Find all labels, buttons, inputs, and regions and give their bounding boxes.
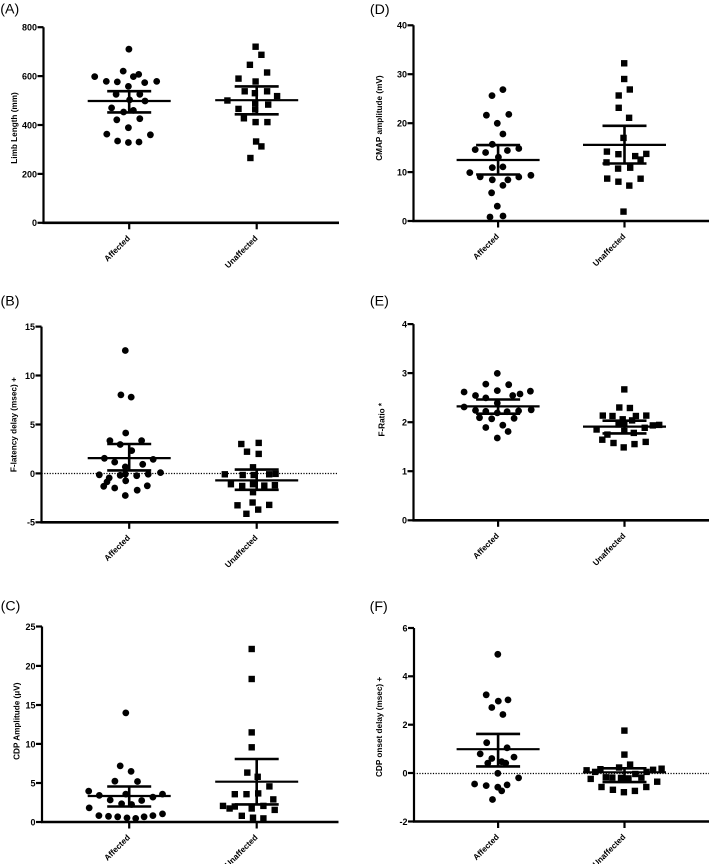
svg-text:(E): (E): [370, 294, 389, 310]
svg-text:(B): (B): [1, 294, 20, 310]
svg-text:15: 15: [25, 700, 35, 710]
svg-text:F-Ratio *: F-Ratio *: [378, 402, 387, 436]
svg-text:200: 200: [22, 169, 37, 179]
svg-text:5: 5: [30, 420, 35, 430]
svg-text:600: 600: [22, 72, 37, 82]
svg-text:30: 30: [397, 70, 407, 80]
svg-text:0: 0: [30, 469, 35, 479]
svg-text:CDP onset delay (msec) +: CDP onset delay (msec) +: [375, 677, 384, 777]
svg-text:4: 4: [402, 320, 407, 330]
svg-text:40: 40: [397, 21, 407, 31]
svg-text:2: 2: [402, 720, 407, 730]
svg-text:10: 10: [397, 168, 407, 178]
svg-text:10: 10: [25, 371, 35, 381]
svg-text:0: 0: [402, 516, 407, 526]
svg-text:0: 0: [30, 817, 35, 827]
svg-text:6: 6: [402, 623, 407, 633]
svg-text:20: 20: [397, 119, 407, 129]
svg-text:400: 400: [22, 120, 37, 130]
svg-text:3: 3: [402, 369, 407, 379]
svg-text:0: 0: [402, 216, 407, 226]
svg-text:0: 0: [402, 768, 407, 778]
svg-text:Limb Length (mm): Limb Length (mm): [10, 92, 19, 164]
svg-text:CDP Amplitude (μV): CDP Amplitude (μV): [13, 682, 22, 760]
svg-text:(A): (A): [0, 2, 19, 18]
svg-text:25: 25: [25, 622, 35, 632]
svg-text:0: 0: [32, 218, 37, 228]
svg-text:5: 5: [30, 778, 35, 788]
svg-text:CMAP amplitude (mV): CMAP amplitude (mV): [375, 75, 384, 161]
svg-text:800: 800: [22, 23, 37, 33]
svg-text:(F): (F): [370, 599, 388, 615]
svg-text:(C): (C): [1, 599, 21, 615]
svg-text:(D): (D): [370, 2, 390, 18]
svg-text:-2: -2: [399, 817, 407, 827]
svg-text:20: 20: [25, 661, 35, 671]
svg-text:1: 1: [402, 467, 407, 477]
svg-text:15: 15: [25, 322, 35, 332]
svg-text:4: 4: [402, 672, 407, 682]
svg-text:-5: -5: [27, 518, 35, 528]
svg-text:F-latency delay (msec) +: F-latency delay (msec) +: [9, 377, 18, 472]
svg-text:10: 10: [25, 739, 35, 749]
svg-text:2: 2: [402, 418, 407, 428]
